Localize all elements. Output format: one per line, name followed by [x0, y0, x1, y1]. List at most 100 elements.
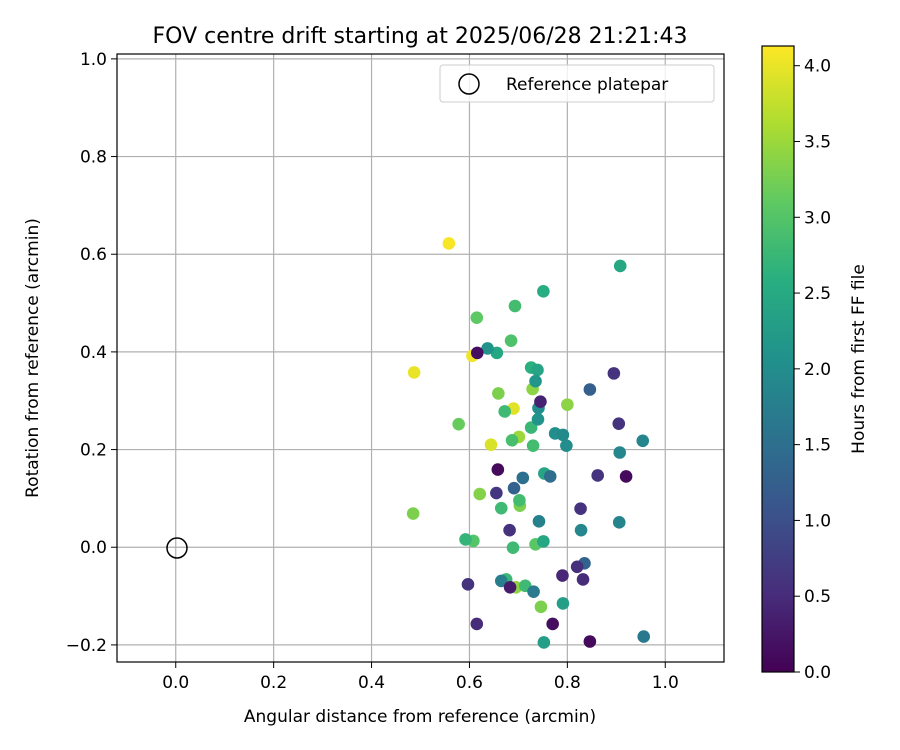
- scatter-point: [470, 311, 484, 325]
- scatter-point: [619, 470, 633, 483]
- x-axis-ticks: 0.0 0.2 0.4 0.6 0.8 1.0: [162, 662, 679, 693]
- scatter-point: [583, 383, 597, 396]
- scatter-point: [508, 299, 522, 313]
- colorbar-tick-label: 3.0: [804, 208, 831, 228]
- scatter-point: [574, 502, 587, 515]
- scatter-point: [459, 533, 472, 546]
- scatter-point: [534, 600, 548, 614]
- scatter-point: [531, 412, 545, 426]
- scatter-point: [473, 487, 487, 501]
- scatter-point: [452, 417, 465, 431]
- y-tick-label: −0.2: [66, 636, 107, 656]
- scatter-point: [529, 374, 542, 388]
- scatter-point: [546, 617, 559, 631]
- scatter-point: [531, 363, 544, 377]
- plot-area: 0.0 0.2 0.4 0.6 0.8 1.0 −0.2 0.0 0.2 0.4 0.6 0.8 1.…: [66, 50, 725, 693]
- scatter-point: [537, 636, 551, 649]
- scatter-point: [442, 237, 456, 250]
- y-tick-label: 1.0: [80, 50, 107, 70]
- scatter-point: [583, 635, 597, 648]
- reference-platepar-marker: [166, 537, 188, 559]
- scatter-point: [537, 535, 550, 548]
- scatter-point: [591, 469, 605, 482]
- scatter-point: [574, 523, 588, 537]
- scatter-point: [570, 560, 584, 574]
- scatter-point: [504, 334, 518, 347]
- scatter-point: [470, 346, 484, 360]
- scatter-point: [534, 395, 547, 409]
- scatter-point: [612, 516, 626, 529]
- colorbar-tick-label: 4.0: [804, 57, 831, 77]
- scatter-point: [407, 366, 421, 379]
- legend-box: [439, 64, 715, 103]
- scatter-point: [527, 585, 540, 598]
- x-axis-label: Angular distance from reference (arcmin): [244, 707, 596, 727]
- colorbar-tick-label: 1.5: [804, 436, 831, 456]
- plot-background: [117, 54, 724, 662]
- colorbar-tick-label: 0.5: [804, 587, 831, 607]
- legend-label: Reference platepar: [506, 75, 668, 95]
- y-tick-label: 0.6: [80, 245, 107, 265]
- colorbar-tick-label: 1.0: [804, 511, 831, 531]
- x-tick-label: 0.2: [260, 673, 287, 693]
- colorbar-tick-label: 3.5: [804, 132, 831, 152]
- scatter-point: [524, 421, 538, 434]
- y-tick-label: 0.8: [80, 148, 107, 168]
- colorbar-tick-label: 2.5: [804, 284, 831, 304]
- colorbar: 0.0 0.5 1.0 1.5 2.0 2.5 3.0 3.5 4.0 Hours from f…: [761, 45, 869, 683]
- legend-marker: [458, 73, 480, 95]
- scatter-point: [561, 398, 574, 411]
- scatter-point: [636, 434, 650, 448]
- y-axis-ticks: −0.2 0.0 0.2 0.4 0.6 0.8 1.0: [66, 50, 117, 656]
- colorbar-gradient: [761, 45, 795, 673]
- scatter-point: [537, 285, 550, 298]
- scatter-point: [526, 439, 540, 452]
- scatter-point: [607, 367, 621, 380]
- legend: Reference platepar: [439, 64, 715, 103]
- scatter-point: [494, 501, 508, 515]
- plot-frame: [116, 53, 725, 663]
- x-tick-label: 0.6: [456, 673, 483, 693]
- scatter-point: [613, 259, 627, 273]
- x-tick-label: 0.4: [358, 673, 385, 693]
- scatter-point: [484, 438, 498, 451]
- scatter-point: [491, 463, 505, 476]
- scatter-point: [490, 486, 503, 500]
- scatter-point: [560, 439, 573, 452]
- grid-lines: [117, 54, 724, 662]
- scatter-point: [503, 523, 516, 537]
- scatter-point: [492, 387, 505, 400]
- y-axis-label: Rotation from reference (arcmin): [23, 218, 43, 498]
- scatter-point: [498, 405, 511, 418]
- scatter-point: [505, 433, 519, 447]
- chart-title: FOV centre drift starting at 2025/06/28 …: [153, 24, 688, 49]
- colorbar-ticks: 0.0 0.5 1.0 1.5 2.0 2.5 3.0 3.5 4.0: [794, 57, 831, 683]
- scatter-point: [556, 428, 570, 442]
- y-tick-label: 0.0: [80, 538, 107, 558]
- scatter-point: [406, 507, 420, 520]
- scatter-point: [470, 617, 484, 631]
- scatter-point: [613, 446, 627, 459]
- scatter-point: [532, 515, 546, 528]
- colorbar-tick-label: 2.0: [804, 360, 831, 380]
- x-tick-label: 0.0: [162, 673, 189, 693]
- colorbar-tick-label: 0.0: [804, 663, 831, 683]
- scatter-point: [556, 569, 569, 582]
- x-tick-label: 0.8: [554, 673, 581, 693]
- scatter-point: [494, 574, 508, 588]
- scatter-point: [461, 578, 475, 591]
- scatter-point: [543, 470, 557, 483]
- scatter-point: [516, 471, 530, 485]
- scatter-point: [556, 597, 570, 610]
- scatter-point: [513, 494, 526, 507]
- scatter-point: [612, 417, 626, 430]
- scatter-point: [507, 481, 521, 495]
- scatter-point: [637, 630, 651, 643]
- colorbar-label: Hours from first FF file: [849, 264, 869, 454]
- scatter-point: [576, 573, 590, 586]
- scatter-point: [506, 541, 520, 555]
- scatter-points: [406, 237, 651, 649]
- scatter-point: [481, 342, 494, 355]
- y-tick-label: 0.4: [80, 343, 107, 363]
